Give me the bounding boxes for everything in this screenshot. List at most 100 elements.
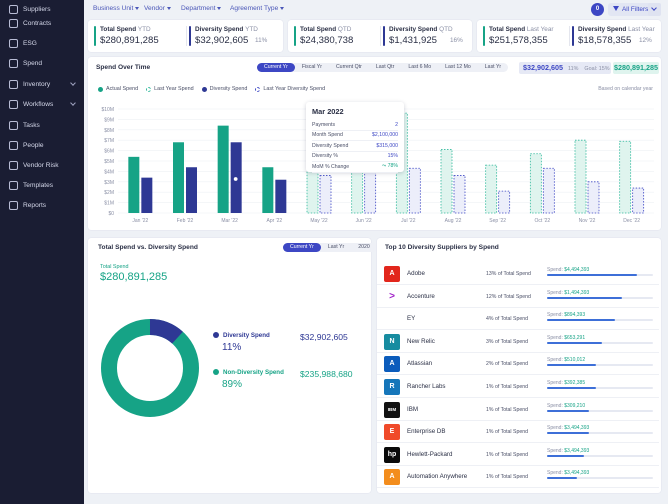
donut-non-diversity-slice[interactable] [101, 319, 199, 417]
bar-actual-spend[interactable] [173, 142, 184, 213]
bar-actual-spend[interactable] [262, 167, 274, 213]
supplier-spend: Spend: $894,393 [547, 312, 585, 318]
supplier-row[interactable]: R Rancher Labs 1% of Total Spend Spend: $39… [377, 376, 659, 398]
kpi-divider [569, 26, 570, 46]
bar-last-year-spend[interactable] [619, 140, 632, 214]
filter-icon [613, 6, 619, 11]
supplier-row[interactable]: A Atlassian 2% of Total Spend Spend: $510,0… [377, 353, 659, 376]
tab-fiscal-yr[interactable]: Fiscal Yr [301, 64, 322, 70]
all-filters-button[interactable]: All Filters [608, 3, 658, 16]
y-tick-label: $10M [101, 107, 114, 113]
diversity-legend-label: Diversity Spend [223, 332, 270, 339]
kpi-total-period: Last Year [526, 26, 554, 33]
bar-diversity-spend[interactable] [275, 179, 287, 213]
kpi-total-label-text: Total Spend [100, 26, 137, 33]
bar-last-year-spend[interactable] [306, 154, 319, 214]
tab-last-6-mo[interactable]: Last 6 Mo [408, 64, 432, 70]
filter-department[interactable]: Department [181, 5, 222, 12]
sidebar-item-vendor-risk[interactable]: Vendor Risk [0, 156, 84, 174]
donut-diversity-slice[interactable] [101, 319, 199, 417]
tooltip-row-value-wrap: $2,100,000 [372, 132, 398, 138]
supplier-spend-bar-fill [547, 432, 590, 435]
tab-last-12-mo[interactable]: Last 12 Mo [445, 64, 471, 70]
tab-last-yr[interactable]: Last Yr [327, 244, 345, 250]
sidebar-item-templates[interactable]: Templates [0, 176, 84, 194]
non-diversity-legend-dot [213, 369, 219, 375]
legend-swatch [201, 86, 207, 92]
hewlett-packard-logo-icon: hp [384, 446, 400, 463]
bar-diversity-spend[interactable] [186, 167, 197, 213]
supplier-spend-amount: $510,012 [564, 357, 586, 364]
bar-last-year-diversity-spend[interactable] [453, 175, 466, 214]
tooltip-row-value: 2 [395, 121, 398, 128]
tab-current-yr[interactable]: Current Yr [257, 63, 295, 72]
supplier-row[interactable]: hp Hewlett-Packard 1% of Total Spend Spend:… [377, 444, 659, 466]
tab-current-qtr[interactable]: Current Qtr [335, 64, 362, 70]
bar-last-year-spend[interactable] [440, 149, 453, 214]
non-diversity-legend-label: Non-Diversity Spend [223, 369, 284, 376]
bar-last-year-spend[interactable] [574, 139, 587, 214]
bar-actual-spend[interactable] [128, 156, 140, 213]
bar-last-year-diversity-spend[interactable] [319, 175, 332, 214]
supplier-spend-amount: $3,494,393 [564, 447, 590, 454]
tab-last-yr[interactable]: Last Yr [484, 64, 502, 70]
bar-last-year-diversity-spend[interactable] [632, 187, 645, 214]
sidebar-item-people[interactable]: People [0, 136, 84, 154]
sidebar-item-label: Reports [23, 201, 47, 209]
supplier-share: 2% of Total Spend [486, 361, 529, 368]
bar-last-year-spend[interactable] [351, 140, 364, 214]
bar-last-year-spend[interactable] [485, 164, 498, 214]
sidebar-item-spend[interactable]: Spend [0, 54, 84, 72]
bar-actual-spend[interactable] [217, 125, 229, 213]
filter-business-unit[interactable]: Business Unit [93, 5, 140, 12]
supplier-row[interactable]: E Enterprise DB 1% of Total Spend Spend: $3… [377, 421, 659, 444]
sidebar-item-esg[interactable]: ESG [0, 34, 84, 52]
supplier-share: 1% of Total Spend [486, 384, 529, 390]
supplier-spend-prefix: Spend: [547, 380, 565, 386]
chevron-down-icon [166, 6, 171, 10]
sidebar-item-workflows[interactable]: Workflows [0, 95, 84, 113]
bar-diversity-spend[interactable] [141, 177, 153, 213]
tooltip-row: Diversity % 15% [312, 152, 398, 162]
supplier-row[interactable]: N New Relic 3% of Total Spend Spend: $653,2… [377, 331, 659, 353]
sidebar-item-inventory[interactable]: Inventory [0, 75, 84, 93]
bar-last-year-diversity-spend[interactable] [542, 167, 555, 214]
tab-current-yr[interactable]: Current Yr [283, 243, 321, 252]
legend-item: Diversity Spend [201, 86, 247, 92]
supplier-spend-prefix: Spend: [547, 334, 565, 341]
supplier-row[interactable]: A Automation Anywhere 1% of Total Spend Spe… [377, 466, 659, 489]
bar-last-year-diversity-spend[interactable] [498, 190, 511, 214]
tab-2020[interactable]: 2020 [358, 244, 370, 250]
supplier-name: EY [407, 315, 416, 323]
sidebar-item-reports[interactable]: Reports [0, 196, 84, 214]
bar-last-year-spend[interactable] [529, 153, 542, 214]
supplier-row[interactable]: > Accenture 12% of Total Spend Spend: $1,49… [377, 286, 659, 308]
tooltip-row-value-wrap: ⤳ 78% [382, 163, 398, 170]
kpi-diversity-label-text: Diversity Spend [389, 26, 438, 33]
legend-label: Last Year Diversity Spend [263, 86, 326, 92]
filter-vendor[interactable]: Vendor [144, 5, 171, 12]
sidebar-item-contracts[interactable]: Contracts [0, 14, 84, 32]
bar-last-year-diversity-spend[interactable] [408, 167, 421, 214]
y-tick-label: $5M [104, 159, 114, 165]
supplier-spend-bar-fill [547, 274, 638, 276]
tab-last-qtr[interactable]: Last Qtr [375, 64, 395, 70]
supplier-row[interactable]: EY 4% of Total Spend Spend: $894,393 [377, 308, 659, 331]
donut-period-tabs: Current Yr Last Yr 2020 [283, 243, 377, 252]
spend-icon [9, 58, 18, 68]
sidebar-item-suppliers[interactable]: Suppliers [0, 0, 84, 18]
filter-agreement-type[interactable]: Agreement Type [230, 5, 285, 12]
bar-last-year-diversity-spend[interactable] [364, 152, 377, 214]
sidebar-item-tasks[interactable]: Tasks [0, 116, 84, 134]
y-tick-label: $3M [104, 180, 114, 186]
kpi-diversity-label-text: Diversity Spend [578, 26, 627, 33]
supplier-spend-bar [547, 274, 653, 276]
collapse-filters-button[interactable] [648, 3, 661, 16]
supplier-row[interactable]: IBM IBM 1% of Total Spend Spend: $309,210 [377, 399, 659, 421]
tooltip-row: MoM % Change ⤳ 78% [312, 162, 398, 173]
bar-last-year-diversity-spend[interactable] [587, 181, 600, 214]
supplier-row[interactable]: A Adobe 13% of Total Spend Spend: $4,494,39… [377, 263, 659, 285]
spend-bar-chart: $0 $1M $2M $3M $4M $5M $6M $7M $8M $9M $10M Jan '22… [101, 107, 654, 224]
supplier-spend-bar [547, 296, 653, 299]
chevron-down-icon [70, 100, 76, 106]
